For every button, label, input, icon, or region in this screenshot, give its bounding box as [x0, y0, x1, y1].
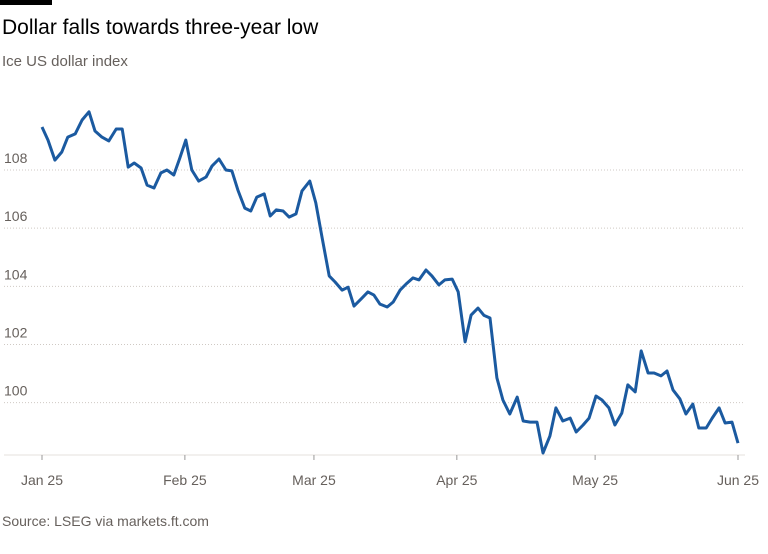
brand-bar: [0, 0, 52, 5]
y-tick-label: 100: [4, 383, 28, 399]
x-tick-label: Jan 25: [21, 472, 63, 488]
x-tick-label: Jun 25: [717, 472, 759, 488]
chart-subtitle: Ice US dollar index: [2, 53, 128, 70]
source: Source: LSEG via markets.ft.com: [2, 513, 209, 529]
y-tick-label: 104: [4, 266, 28, 282]
x-tick-label: Apr 25: [436, 472, 477, 488]
chart-title: Dollar falls towards three-year low: [2, 16, 319, 39]
x-tick-label: Feb 25: [163, 472, 207, 488]
y-tick-label: 102: [4, 324, 28, 340]
data-line: [40, 110, 740, 455]
x-tick-label: May 25: [572, 472, 618, 488]
x-tick-label: Mar 25: [292, 472, 336, 488]
y-tick-label: 108: [4, 150, 28, 166]
y-tick-label: 106: [4, 208, 28, 224]
